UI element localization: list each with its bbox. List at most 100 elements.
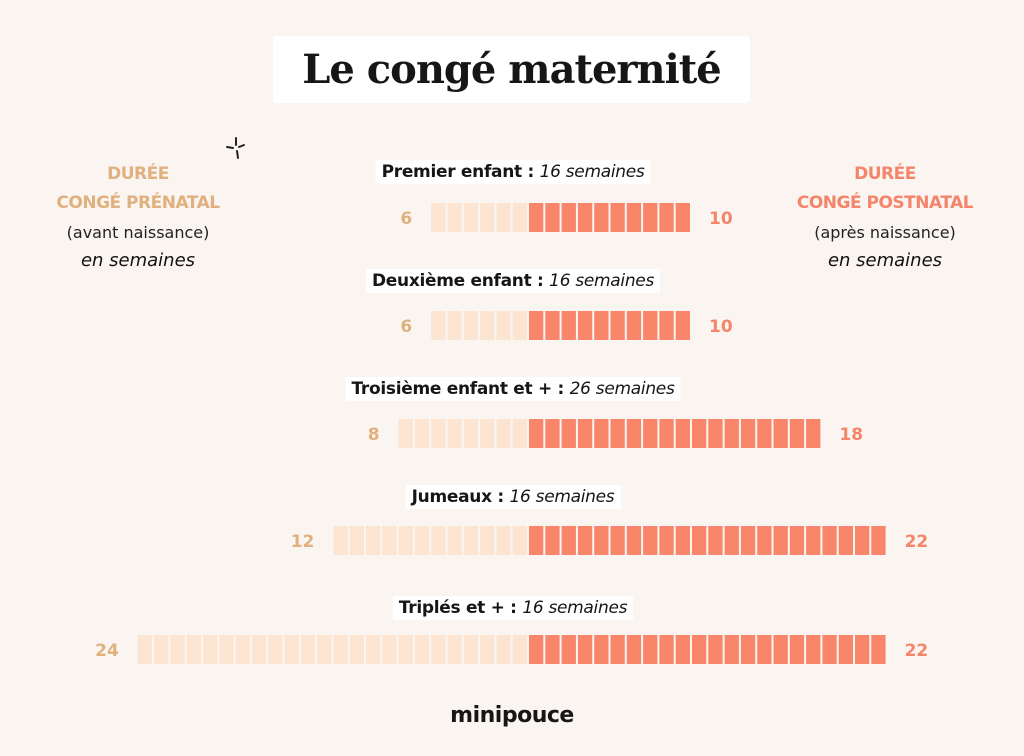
legend-subtitle: CONGÉ POSTNATAL xyxy=(796,193,974,213)
prenatal-week-segment xyxy=(235,635,250,664)
category-total: 16 semaines xyxy=(522,598,628,618)
postnatal-week-segment xyxy=(659,311,674,340)
postnatal-week-segment xyxy=(724,419,739,448)
postnatal-week-segment xyxy=(871,526,886,555)
category-name: Troisième enfant et + : xyxy=(351,379,570,399)
postnatal-week-segment xyxy=(577,203,593,232)
prenatal-week-segment xyxy=(431,311,446,340)
prenatal-week-segment xyxy=(447,203,462,232)
prenatal-week-segment xyxy=(512,203,527,232)
prenatal-week-segment xyxy=(447,635,462,664)
prenatal-week-segment xyxy=(512,526,527,555)
category-name: Premier enfant : xyxy=(381,162,540,182)
legend-unit: en semaines xyxy=(80,250,196,271)
prenatal-week-segment xyxy=(480,526,495,555)
postnatal-value-label: 22 xyxy=(905,641,929,661)
postnatal-week-segment xyxy=(740,419,756,448)
postnatal-week-segment xyxy=(675,203,690,232)
legend-title: DURÉE xyxy=(107,164,169,184)
legend-title: DURÉE xyxy=(854,164,916,184)
prenatal-week-segment xyxy=(512,419,527,448)
postnatal-week-segment xyxy=(724,635,739,664)
category-total: 16 semaines xyxy=(549,271,655,291)
prenatal-legend: DURÉE CONGÉ PRÉNATAL (avant naissance) e… xyxy=(18,160,258,274)
postnatal-week-segment xyxy=(577,311,593,340)
postnatal-week-segment xyxy=(577,635,593,664)
prenatal-week-segment xyxy=(431,526,446,555)
prenatal-week-segment xyxy=(333,526,348,555)
postnatal-value-label: 10 xyxy=(709,317,733,337)
postnatal-week-segment xyxy=(529,419,544,448)
prenatal-week-segment xyxy=(480,203,495,232)
prenatal-week-segment xyxy=(366,526,381,555)
prenatal-week-segment xyxy=(333,635,348,664)
prenatal-week-segment xyxy=(496,526,511,555)
postnatal-week-segment xyxy=(692,635,707,664)
postnatal-week-segment xyxy=(806,635,821,664)
prenatal-value-label: 6 xyxy=(400,317,412,337)
postnatal-week-segment xyxy=(822,526,837,555)
postnatal-week-segment xyxy=(692,526,707,555)
postnatal-week-segment xyxy=(789,526,805,555)
prenatal-value-label: 12 xyxy=(291,532,315,552)
row-label: Troisième enfant et + : 26 semaines xyxy=(345,377,681,401)
title-box: Le congé maternité xyxy=(273,36,750,103)
postnatal-week-segment xyxy=(643,526,658,555)
postnatal-week-segment xyxy=(529,311,544,340)
postnatal-week-segment xyxy=(643,311,658,340)
postnatal-week-segment xyxy=(675,311,690,340)
prenatal-week-segment xyxy=(447,419,462,448)
postnatal-week-segment xyxy=(561,526,576,555)
prenatal-week-segment xyxy=(300,635,316,664)
prenatal-week-segment xyxy=(219,635,234,664)
prenatal-week-segment xyxy=(480,635,495,664)
legend-note: (avant naissance) xyxy=(66,223,210,242)
postnatal-week-segment xyxy=(838,635,853,664)
postnatal-week-segment xyxy=(822,635,837,664)
category-name: Deuxième enfant : xyxy=(371,271,550,291)
prenatal-week-segment xyxy=(137,635,153,664)
postnatal-week-segment xyxy=(708,635,723,664)
prenatal-week-segment xyxy=(398,526,413,555)
prenatal-week-segment xyxy=(251,635,267,664)
sparkle-icon xyxy=(226,137,245,159)
category-total: 26 semaines xyxy=(569,379,675,399)
postnatal-week-segment xyxy=(757,635,772,664)
postnatal-week-segment xyxy=(610,311,625,340)
prenatal-week-segment xyxy=(366,635,381,664)
postnatal-week-segment xyxy=(724,526,739,555)
postnatal-week-segment xyxy=(659,419,674,448)
prenatal-week-segment xyxy=(463,526,479,555)
postnatal-week-segment xyxy=(708,419,723,448)
row-label: Triplés et + : 16 semaines xyxy=(392,596,634,620)
postnatal-week-segment xyxy=(626,311,642,340)
prenatal-week-segment xyxy=(268,635,283,664)
prenatal-week-segment xyxy=(431,203,446,232)
prenatal-week-segment xyxy=(317,635,332,664)
prenatal-week-segment xyxy=(463,419,479,448)
postnatal-week-segment xyxy=(577,419,593,448)
row-label: Jumeaux : 16 semaines xyxy=(405,485,621,509)
postnatal-value-label: 22 xyxy=(905,532,929,552)
postnatal-week-segment xyxy=(545,203,560,232)
prenatal-week-segment xyxy=(463,311,479,340)
postnatal-week-segment xyxy=(773,526,788,555)
postnatal-week-segment xyxy=(529,526,544,555)
prenatal-week-segment xyxy=(414,526,430,555)
prenatal-week-segment xyxy=(447,311,462,340)
postnatal-week-segment xyxy=(529,635,544,664)
postnatal-week-segment xyxy=(675,419,690,448)
prenatal-week-segment xyxy=(398,419,413,448)
postnatal-week-segment xyxy=(789,419,805,448)
postnatal-week-segment xyxy=(577,526,593,555)
postnatal-week-segment xyxy=(626,203,642,232)
prenatal-week-segment xyxy=(463,635,479,664)
category-total: 16 semaines xyxy=(539,162,645,182)
postnatal-week-segment xyxy=(626,526,642,555)
postnatal-week-segment xyxy=(545,311,560,340)
postnatal-week-segment xyxy=(626,419,642,448)
postnatal-week-segment xyxy=(594,311,609,340)
postnatal-week-segment xyxy=(871,635,886,664)
postnatal-value-label: 10 xyxy=(709,209,733,229)
